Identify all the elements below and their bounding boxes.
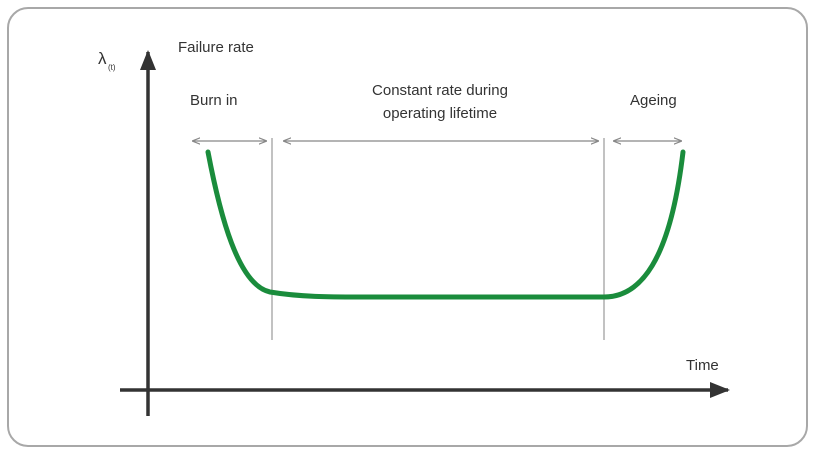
phase-label: Burn in <box>190 92 238 109</box>
phase-label: Ageing <box>630 92 677 109</box>
y-symbol: λ <box>98 49 107 68</box>
phase-label: operating lifetime <box>383 105 497 122</box>
failure-rate-curve <box>205 149 686 300</box>
phase-label: Constant rate during <box>372 82 508 99</box>
y-subscript: (t) <box>108 63 116 72</box>
x-axis-label: Time <box>686 357 719 374</box>
y-axis-label: Failure rate <box>178 39 254 56</box>
frame <box>7 7 808 447</box>
